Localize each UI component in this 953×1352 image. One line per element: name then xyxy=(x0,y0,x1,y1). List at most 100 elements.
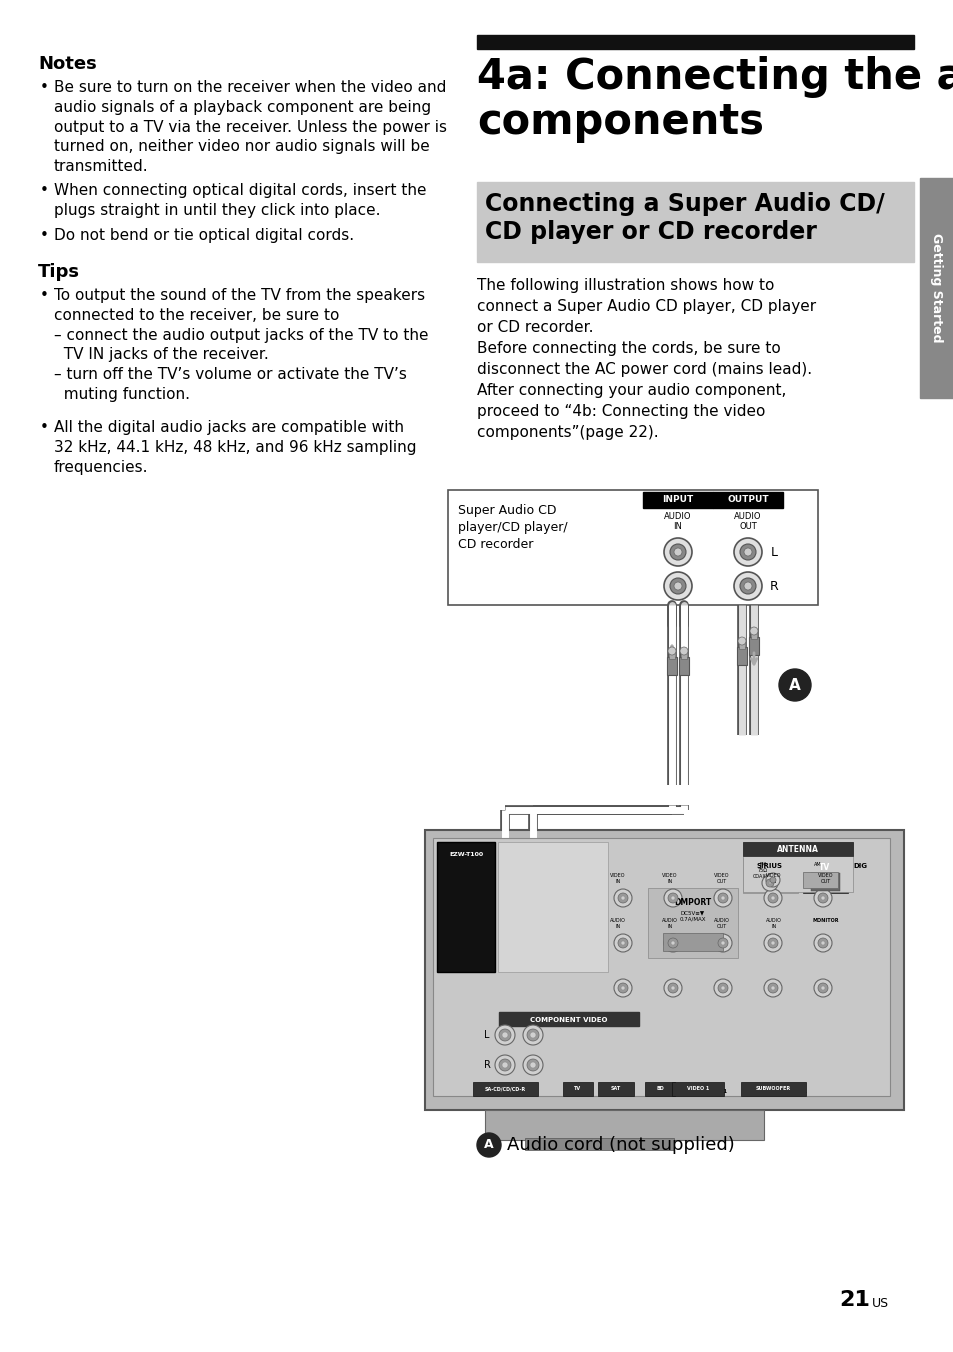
Bar xyxy=(433,838,889,1096)
Circle shape xyxy=(743,548,751,556)
Text: After connecting your audio component,: After connecting your audio component, xyxy=(476,383,785,397)
Text: AUDIO
OUT: AUDIO OUT xyxy=(734,512,760,531)
Circle shape xyxy=(813,979,831,996)
Text: INPUT: INPUT xyxy=(661,495,693,504)
Circle shape xyxy=(770,941,774,945)
Circle shape xyxy=(761,875,778,891)
Text: Getting Started: Getting Started xyxy=(929,234,943,343)
Text: VIDEO
IN: VIDEO IN xyxy=(661,873,677,884)
Circle shape xyxy=(733,572,761,600)
Text: Before connecting the cords, be sure to: Before connecting the cords, be sure to xyxy=(476,341,780,356)
Circle shape xyxy=(767,983,778,992)
Text: TV: TV xyxy=(574,1088,581,1094)
Bar xyxy=(671,1082,723,1096)
Text: A: A xyxy=(484,1138,494,1152)
Circle shape xyxy=(618,983,627,992)
Circle shape xyxy=(669,544,685,560)
Circle shape xyxy=(663,572,691,600)
Bar xyxy=(740,1082,805,1096)
Circle shape xyxy=(667,894,678,903)
Text: A: A xyxy=(788,677,800,692)
Circle shape xyxy=(738,637,745,645)
Text: L: L xyxy=(484,1030,489,1040)
Circle shape xyxy=(720,896,724,900)
Bar xyxy=(668,652,675,658)
Text: SA-CD/CD/CD-R: SA-CD/CD/CD-R xyxy=(484,1087,525,1091)
Bar xyxy=(473,1082,537,1096)
Circle shape xyxy=(767,894,778,903)
Circle shape xyxy=(667,648,676,654)
Text: The following illustration shows how to: The following illustration shows how to xyxy=(476,279,774,293)
Bar xyxy=(436,842,495,972)
Text: VIDEO
IN: VIDEO IN xyxy=(610,873,625,884)
Text: R: R xyxy=(483,1060,490,1069)
Circle shape xyxy=(763,979,781,996)
Text: AUDIO
OUT: AUDIO OUT xyxy=(713,918,729,929)
Circle shape xyxy=(495,1025,515,1045)
Text: AUDIO
IN: AUDIO IN xyxy=(765,918,781,929)
Text: Tips: Tips xyxy=(38,264,80,281)
Text: Audio cord (not supplied): Audio cord (not supplied) xyxy=(506,1136,734,1155)
Bar xyxy=(742,842,852,856)
Bar xyxy=(712,492,782,508)
Circle shape xyxy=(495,1055,515,1075)
Text: BD: BD xyxy=(665,1088,674,1094)
Bar xyxy=(644,1082,675,1096)
Circle shape xyxy=(718,894,727,903)
Bar xyxy=(750,631,757,639)
Text: Notes: Notes xyxy=(38,55,96,73)
Circle shape xyxy=(498,1029,511,1041)
Circle shape xyxy=(673,548,681,556)
Text: SUBWOOFER: SUBWOOFER xyxy=(755,1087,790,1091)
Circle shape xyxy=(620,941,624,945)
Circle shape xyxy=(817,938,827,948)
Text: connect a Super Audio CD player, CD player: connect a Super Audio CD player, CD play… xyxy=(476,299,815,314)
Text: 21: 21 xyxy=(839,1290,869,1310)
Text: MONITOR: MONITOR xyxy=(812,918,839,923)
Text: •: • xyxy=(40,228,49,243)
Text: SUBWOOFER: SUBWOOFER xyxy=(768,1088,806,1094)
Circle shape xyxy=(813,890,831,907)
Circle shape xyxy=(669,579,685,594)
Text: or CD recorder.: or CD recorder. xyxy=(476,320,593,335)
Circle shape xyxy=(663,934,681,952)
Bar xyxy=(739,641,744,649)
Bar xyxy=(497,842,607,972)
Circle shape xyxy=(720,986,724,990)
Text: AUDIO
IN: AUDIO IN xyxy=(663,512,691,531)
Circle shape xyxy=(765,873,780,887)
Circle shape xyxy=(667,938,678,948)
Circle shape xyxy=(765,879,773,887)
Circle shape xyxy=(663,979,681,996)
Bar xyxy=(679,657,688,675)
Circle shape xyxy=(498,1059,511,1071)
Circle shape xyxy=(817,983,827,992)
Circle shape xyxy=(763,934,781,952)
Circle shape xyxy=(749,627,758,635)
Text: disconnect the AC power cord (mains lead).: disconnect the AC power cord (mains lead… xyxy=(476,362,811,377)
Bar xyxy=(742,859,797,894)
Text: AM: AM xyxy=(813,863,821,867)
Circle shape xyxy=(768,882,770,884)
Text: SAT: SAT xyxy=(617,1088,628,1094)
Text: AUDIO
IN: AUDIO IN xyxy=(609,918,625,929)
Circle shape xyxy=(821,896,824,900)
Text: SAT: SAT xyxy=(610,1087,620,1091)
Bar xyxy=(476,35,913,49)
Bar xyxy=(448,489,817,604)
Circle shape xyxy=(779,669,810,700)
Circle shape xyxy=(667,983,678,992)
Circle shape xyxy=(813,934,831,952)
Bar xyxy=(598,1082,634,1096)
Text: BD: BD xyxy=(656,1087,663,1091)
Text: FM
75Ω
COAXIAL: FM 75Ω COAXIAL xyxy=(752,863,773,879)
Circle shape xyxy=(713,890,731,907)
Text: ANTENNA: ANTENNA xyxy=(777,845,818,853)
Text: L: L xyxy=(770,545,777,558)
Bar xyxy=(647,888,738,959)
Bar xyxy=(802,859,847,894)
Circle shape xyxy=(740,579,755,594)
Bar xyxy=(424,830,903,1110)
Bar xyxy=(748,637,759,654)
Text: VIDEO 1: VIDEO 1 xyxy=(686,1087,708,1091)
